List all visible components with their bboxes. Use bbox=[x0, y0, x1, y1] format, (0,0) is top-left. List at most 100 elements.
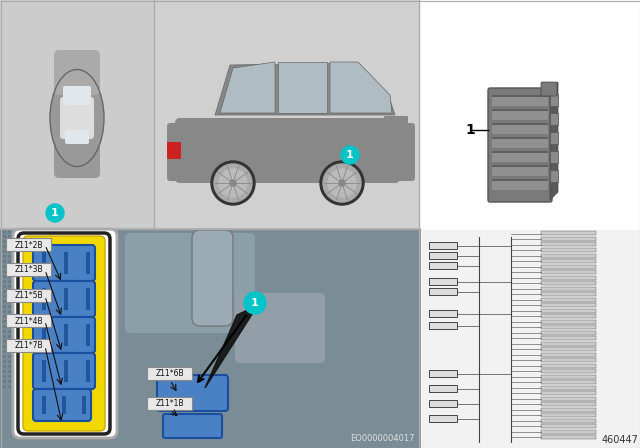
Bar bbox=[541, 341, 596, 345]
Bar bbox=[429, 288, 457, 295]
Bar bbox=[3, 245, 6, 248]
Bar bbox=[13, 340, 16, 343]
FancyBboxPatch shape bbox=[167, 142, 181, 159]
Bar bbox=[541, 264, 596, 268]
Bar bbox=[3, 300, 6, 303]
Bar bbox=[3, 365, 6, 368]
Bar bbox=[8, 260, 11, 263]
Bar bbox=[23, 230, 26, 233]
Circle shape bbox=[328, 169, 356, 197]
Circle shape bbox=[341, 146, 359, 164]
Bar bbox=[23, 235, 26, 238]
Bar bbox=[3, 255, 6, 258]
Bar bbox=[492, 125, 548, 134]
Circle shape bbox=[339, 180, 345, 186]
Bar bbox=[13, 230, 16, 233]
FancyBboxPatch shape bbox=[6, 340, 51, 353]
FancyBboxPatch shape bbox=[147, 397, 193, 410]
Circle shape bbox=[230, 180, 236, 186]
Bar bbox=[42, 360, 46, 382]
Bar bbox=[3, 325, 6, 328]
Bar bbox=[492, 123, 548, 125]
Bar bbox=[3, 335, 6, 338]
Bar bbox=[3, 360, 6, 363]
Bar bbox=[23, 270, 26, 273]
Bar bbox=[8, 250, 11, 253]
Bar bbox=[8, 320, 11, 323]
Polygon shape bbox=[205, 305, 258, 388]
Bar bbox=[541, 325, 596, 329]
Bar bbox=[28, 280, 31, 283]
Bar bbox=[18, 355, 21, 358]
Bar bbox=[8, 335, 11, 338]
Bar bbox=[18, 330, 21, 333]
FancyBboxPatch shape bbox=[384, 116, 408, 126]
Bar bbox=[429, 385, 457, 392]
Bar bbox=[13, 235, 16, 238]
Bar bbox=[28, 365, 31, 368]
Bar bbox=[3, 280, 6, 283]
Bar bbox=[13, 380, 16, 383]
Bar bbox=[8, 265, 11, 268]
Bar bbox=[23, 380, 26, 383]
Bar bbox=[8, 315, 11, 318]
Bar bbox=[8, 255, 11, 258]
Bar bbox=[23, 280, 26, 283]
Bar bbox=[28, 270, 31, 273]
Bar bbox=[18, 300, 21, 303]
FancyBboxPatch shape bbox=[33, 389, 91, 421]
Text: Z11*3B: Z11*3B bbox=[15, 266, 44, 275]
Bar bbox=[18, 235, 21, 238]
Bar bbox=[18, 265, 21, 268]
Bar bbox=[62, 396, 66, 414]
Bar bbox=[18, 285, 21, 288]
Bar bbox=[8, 275, 11, 278]
Bar bbox=[541, 297, 596, 302]
Bar bbox=[13, 330, 16, 333]
Bar bbox=[23, 240, 26, 243]
Bar bbox=[23, 350, 26, 353]
Bar bbox=[13, 345, 16, 348]
Bar bbox=[23, 370, 26, 373]
Bar bbox=[541, 353, 596, 357]
Bar bbox=[541, 232, 596, 236]
Text: 1: 1 bbox=[251, 298, 259, 308]
Bar bbox=[550, 132, 558, 144]
Bar bbox=[28, 350, 31, 353]
Bar bbox=[8, 355, 11, 358]
FancyBboxPatch shape bbox=[235, 293, 325, 363]
Bar bbox=[541, 248, 596, 252]
Bar bbox=[3, 305, 6, 308]
Bar bbox=[18, 335, 21, 338]
Bar bbox=[541, 435, 596, 439]
Bar bbox=[13, 255, 16, 258]
Bar bbox=[0, 229, 420, 448]
Bar bbox=[18, 245, 21, 248]
Bar bbox=[18, 255, 21, 258]
Bar bbox=[23, 310, 26, 313]
Bar bbox=[541, 413, 596, 417]
Text: Z11*2B: Z11*2B bbox=[15, 241, 44, 250]
Bar bbox=[8, 350, 11, 353]
Circle shape bbox=[46, 204, 64, 222]
Bar bbox=[13, 375, 16, 378]
Bar bbox=[8, 295, 11, 298]
Bar bbox=[13, 275, 16, 278]
Bar bbox=[18, 275, 21, 278]
Bar bbox=[541, 336, 596, 340]
FancyBboxPatch shape bbox=[125, 233, 255, 333]
Bar bbox=[23, 345, 26, 348]
Bar bbox=[23, 325, 26, 328]
Bar bbox=[28, 300, 31, 303]
Bar bbox=[541, 380, 596, 384]
Bar bbox=[18, 240, 21, 243]
FancyBboxPatch shape bbox=[33, 317, 95, 353]
Bar bbox=[541, 385, 596, 389]
Bar bbox=[28, 370, 31, 373]
Bar bbox=[82, 396, 86, 414]
Bar bbox=[541, 375, 596, 379]
Bar bbox=[28, 340, 31, 343]
Bar bbox=[18, 380, 21, 383]
Bar bbox=[541, 319, 596, 323]
Text: 460447: 460447 bbox=[601, 435, 638, 445]
